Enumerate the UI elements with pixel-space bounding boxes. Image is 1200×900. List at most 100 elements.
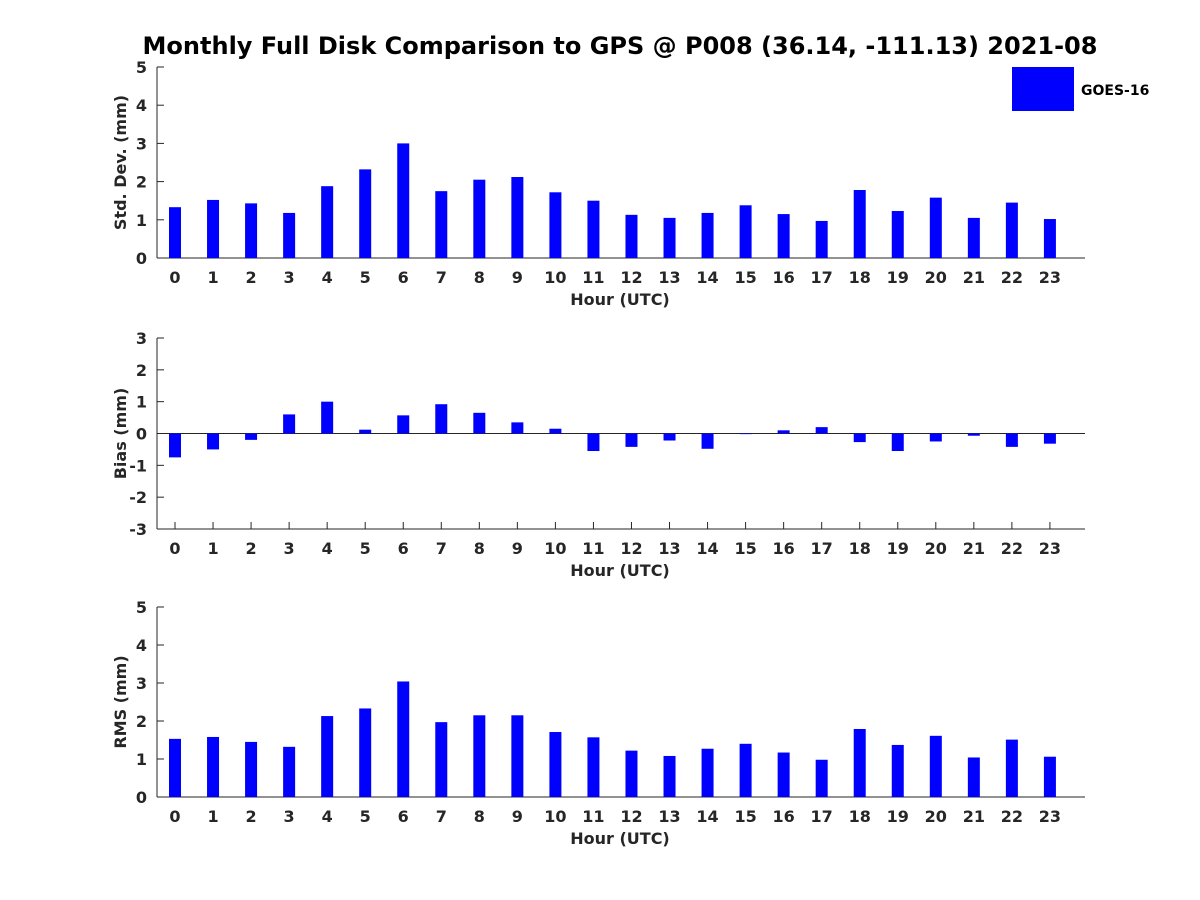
rms-xtick-label-0: 0 bbox=[169, 807, 180, 826]
rms-xtick-label-23: 23 bbox=[1039, 807, 1061, 826]
bias-xtick-label-19: 19 bbox=[887, 539, 909, 558]
chart-title: Monthly Full Disk Comparison to GPS @ P0… bbox=[143, 32, 1098, 60]
std-xtick-label-17: 17 bbox=[811, 268, 833, 287]
bias-xtick-label-17: 17 bbox=[811, 539, 833, 558]
bias-xtick-label-5: 5 bbox=[360, 539, 371, 558]
bias-ytick-label-0: -3 bbox=[129, 520, 147, 539]
std-xtick-label-11: 11 bbox=[582, 268, 604, 287]
rms-bar-1 bbox=[207, 736, 220, 797]
std-xtick-label-10: 10 bbox=[544, 268, 566, 287]
bias-xtick-label-10: 10 bbox=[544, 539, 566, 558]
bias-ytick-label-2: -1 bbox=[129, 456, 147, 475]
legend-label-goes-16: GOES-16 bbox=[1081, 83, 1149, 99]
std-ytick-label-4: 4 bbox=[136, 96, 147, 115]
std-bar-17 bbox=[815, 220, 828, 258]
std-bar-23 bbox=[1043, 219, 1056, 258]
rms-xtick-label-16: 16 bbox=[773, 807, 795, 826]
rms-xtick-label-9: 9 bbox=[512, 807, 523, 826]
bias-bar-3 bbox=[283, 414, 296, 434]
std-bar-13 bbox=[663, 217, 676, 258]
std-xtick-label-2: 2 bbox=[246, 268, 257, 287]
bias-xtick-label-3: 3 bbox=[284, 539, 295, 558]
rms-ytick-label-0: 0 bbox=[136, 788, 147, 807]
bias-bar-8 bbox=[473, 412, 486, 434]
rms-xtick-label-1: 1 bbox=[207, 807, 218, 826]
bias-bar-12 bbox=[625, 433, 638, 447]
std-bar-11 bbox=[587, 200, 600, 258]
std-bar-10 bbox=[549, 192, 562, 258]
bias-bar-9 bbox=[511, 422, 524, 434]
rms-xtick-label-8: 8 bbox=[474, 807, 485, 826]
bias-xtick-label-13: 13 bbox=[658, 539, 680, 558]
rms-bar-12 bbox=[625, 750, 638, 797]
rms-bar-23 bbox=[1043, 756, 1056, 797]
rms-xtick-label-6: 6 bbox=[398, 807, 409, 826]
rms-xtick-label-4: 4 bbox=[322, 807, 333, 826]
bias-bar-2 bbox=[245, 433, 258, 440]
rms-xtick-label-13: 13 bbox=[658, 807, 680, 826]
bias-xtick-label-9: 9 bbox=[512, 539, 523, 558]
std-xtick-label-13: 13 bbox=[658, 268, 680, 287]
rms-bar-16 bbox=[777, 752, 790, 797]
rms-bar-5 bbox=[359, 708, 372, 797]
std-xtick-label-3: 3 bbox=[284, 268, 295, 287]
bias-bar-4 bbox=[321, 401, 334, 434]
std-bar-7 bbox=[435, 191, 448, 258]
bias-xtick-label-8: 8 bbox=[474, 539, 485, 558]
bias-xtick-label-16: 16 bbox=[773, 539, 795, 558]
std-bar-15 bbox=[739, 205, 752, 258]
std-xtick-label-7: 7 bbox=[436, 268, 447, 287]
std-bar-22 bbox=[1005, 202, 1018, 258]
bias-xtick-label-6: 6 bbox=[398, 539, 409, 558]
bias-bar-5 bbox=[359, 429, 372, 434]
bias-xtick-label-0: 0 bbox=[169, 539, 180, 558]
std-xtick-label-23: 23 bbox=[1039, 268, 1061, 287]
std-xtick-label-6: 6 bbox=[398, 268, 409, 287]
std-bar-6 bbox=[397, 143, 410, 258]
std-bar-0 bbox=[169, 207, 181, 258]
std-bar-21 bbox=[967, 217, 980, 258]
bias-xtick-label-12: 12 bbox=[620, 539, 642, 558]
rms-bar-19 bbox=[891, 744, 904, 797]
bias-bar-17 bbox=[815, 427, 828, 434]
rms-ytick-label-1: 1 bbox=[136, 750, 147, 769]
bias-xtick-label-2: 2 bbox=[246, 539, 257, 558]
std-ytick-label-5: 5 bbox=[136, 58, 147, 77]
rms-xtick-label-19: 19 bbox=[887, 807, 909, 826]
std-bar-9 bbox=[511, 177, 524, 258]
std-xtick-label-20: 20 bbox=[925, 268, 947, 287]
rms-xtick-label-18: 18 bbox=[849, 807, 871, 826]
rms-bar-14 bbox=[701, 748, 714, 797]
bias-bar-19 bbox=[891, 433, 904, 452]
rms-xtick-label-3: 3 bbox=[284, 807, 295, 826]
bias-ytick-label-4: 1 bbox=[136, 393, 147, 412]
bias-xtick-label-1: 1 bbox=[207, 539, 218, 558]
bias-xlabel: Hour (UTC) bbox=[570, 561, 670, 580]
rms-bar-21 bbox=[967, 757, 980, 797]
bias-ylabel: Bias (mm) bbox=[111, 388, 130, 480]
rms-bar-8 bbox=[473, 715, 486, 797]
bias-bar-22 bbox=[1005, 433, 1018, 447]
bias-bar-1 bbox=[207, 433, 220, 450]
bias-bar-16 bbox=[777, 430, 790, 434]
std-ylabel: Std. Dev. (mm) bbox=[111, 95, 130, 230]
std-bar-20 bbox=[929, 197, 942, 258]
std-bar-1 bbox=[207, 199, 220, 258]
bias-ytick-label-3: 0 bbox=[136, 425, 147, 444]
bias-bar-0 bbox=[169, 433, 181, 458]
legend: GOES-16 bbox=[1012, 67, 1149, 111]
std-bar-3 bbox=[283, 212, 296, 258]
std-ytick-label-3: 3 bbox=[136, 134, 147, 153]
rms-bar-13 bbox=[663, 755, 676, 797]
bias-xtick-label-7: 7 bbox=[436, 539, 447, 558]
bias-bar-11 bbox=[587, 433, 600, 452]
std-xtick-label-5: 5 bbox=[360, 268, 371, 287]
rms-xtick-label-2: 2 bbox=[246, 807, 257, 826]
rms-bar-10 bbox=[549, 732, 562, 797]
std-xtick-label-1: 1 bbox=[207, 268, 218, 287]
std-xtick-label-0: 0 bbox=[169, 268, 180, 287]
